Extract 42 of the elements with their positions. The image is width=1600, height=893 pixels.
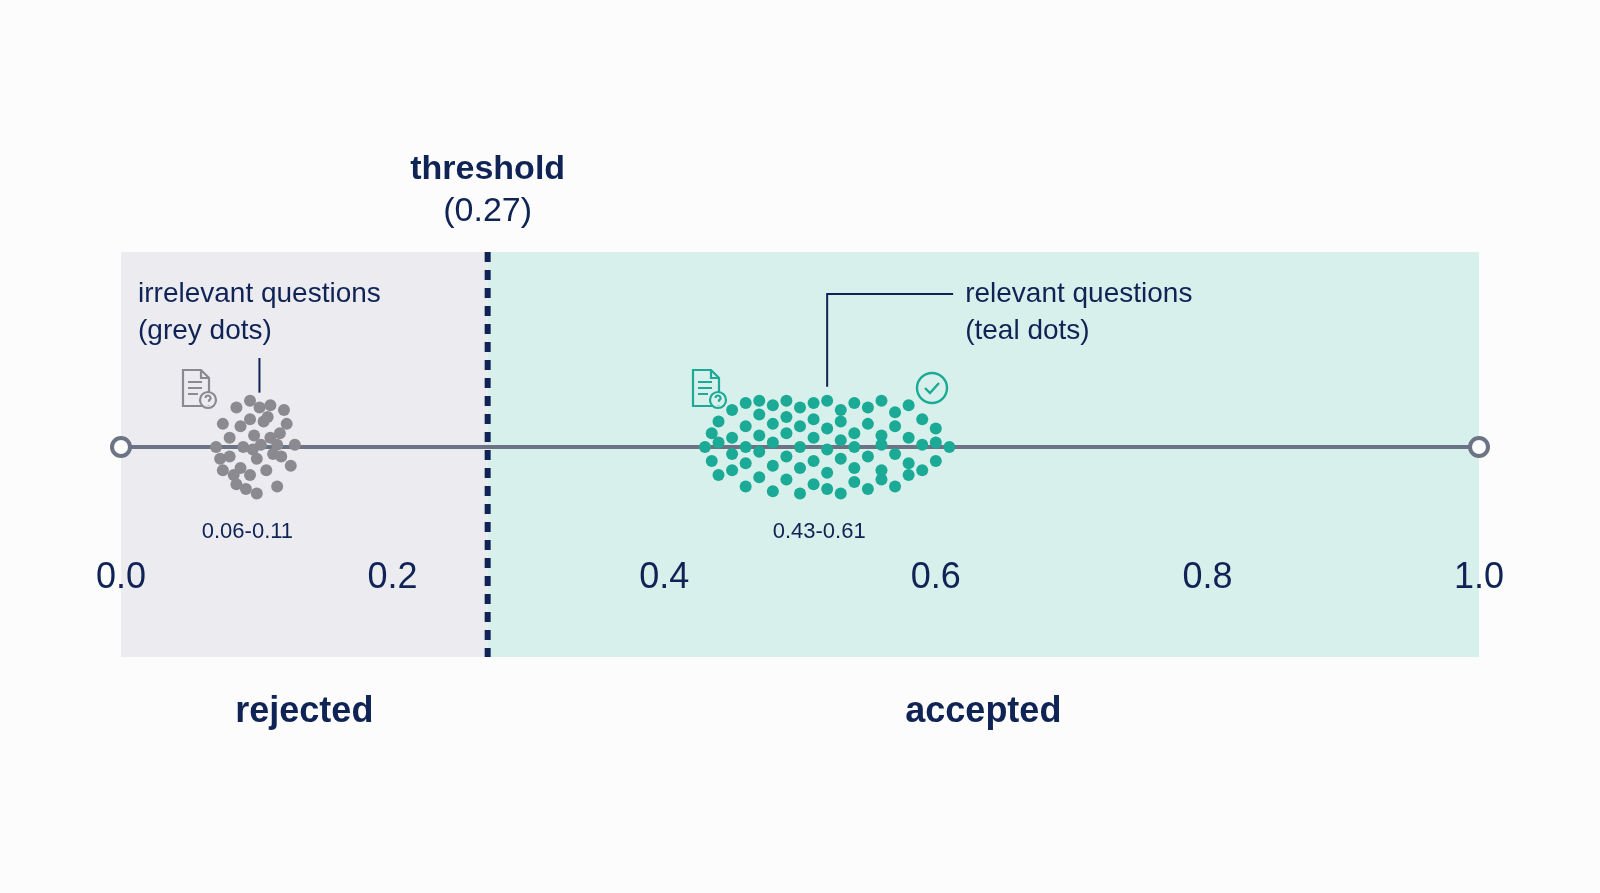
point	[239, 482, 252, 495]
point	[244, 394, 257, 407]
point	[253, 401, 266, 414]
x-tick-label: 0.4	[639, 554, 690, 596]
x-tick-label: 0.2	[367, 554, 418, 596]
x-tick-label: 0.8	[1182, 554, 1233, 596]
point	[234, 420, 247, 433]
point	[246, 443, 259, 456]
point	[216, 464, 229, 477]
point	[280, 417, 293, 430]
ref-line-label: threshold (0.27)	[410, 148, 566, 229]
text: 0.43-0.61	[772, 517, 866, 543]
point	[230, 401, 243, 414]
point	[244, 468, 257, 481]
point	[284, 459, 297, 472]
point	[214, 452, 227, 465]
band-label: rejected	[235, 688, 374, 730]
point	[248, 429, 261, 442]
text: relevant questions (teal dots)	[965, 276, 1193, 345]
point	[250, 452, 263, 465]
point	[210, 441, 223, 454]
band-label: accepted	[905, 688, 1062, 730]
point	[264, 399, 277, 412]
point	[244, 413, 257, 426]
x-tick-label: 1.0	[1453, 554, 1505, 596]
point	[288, 438, 301, 451]
text: irrelevant questions (grey dots)	[138, 276, 381, 345]
point	[227, 468, 240, 481]
point	[277, 403, 290, 416]
point	[273, 427, 286, 440]
text: 0.06-0.11	[201, 517, 294, 543]
point	[271, 480, 284, 493]
x-tick-label: 0.6	[910, 554, 961, 596]
point	[237, 441, 250, 454]
point	[223, 431, 236, 444]
point	[250, 487, 263, 500]
point	[261, 410, 274, 423]
point	[260, 464, 273, 477]
point	[275, 450, 288, 463]
x-tick-label: 0.0	[95, 554, 147, 596]
point	[271, 438, 284, 451]
point	[216, 417, 229, 430]
